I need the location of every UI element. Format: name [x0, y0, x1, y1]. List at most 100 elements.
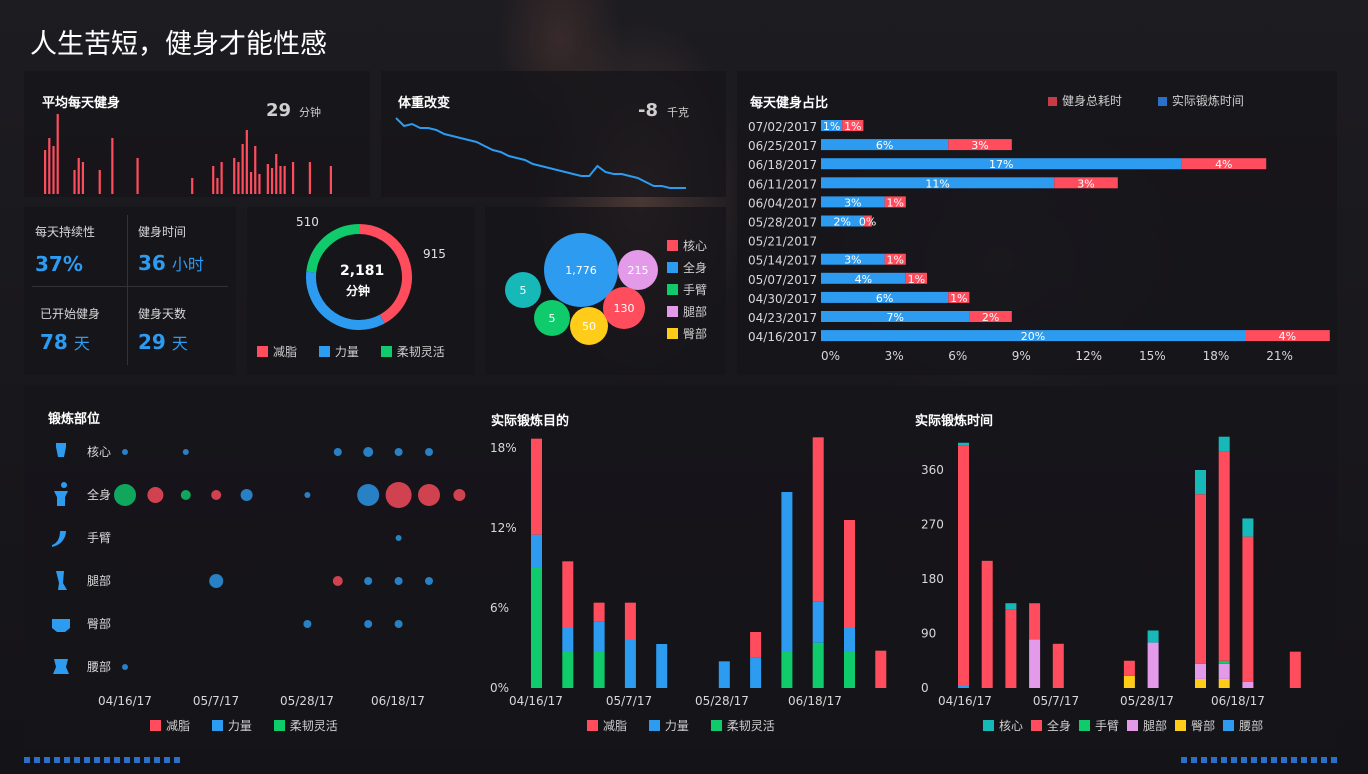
weight-panel [381, 71, 726, 197]
ratio-date-label: 05/14/2017 [748, 254, 817, 268]
bottom-panel [24, 386, 1337, 750]
part-dot [425, 448, 433, 456]
time-bar-leg [1029, 639, 1041, 688]
ratio-bar-actual [821, 215, 864, 227]
ratio-bar-label: 1% [886, 254, 903, 267]
avg-daily-panel [24, 71, 370, 197]
legend-item-4[interactable]: 臀部 [1175, 719, 1215, 733]
legend-item-flex[interactable]: 柔韧灵活 [380, 345, 445, 359]
donut-label-right: 915 [423, 247, 446, 261]
bubble [570, 307, 608, 345]
ratio-bar-total [1245, 330, 1330, 342]
legend-item-2[interactable]: 手臂 [667, 281, 707, 303]
donut-slice [306, 271, 385, 330]
time-bar-core [958, 442, 969, 446]
time-bar-full [1242, 536, 1254, 682]
part-label: 手臂 [87, 531, 111, 545]
ratio-bar-label: 2% [833, 216, 850, 229]
purpose-bar-red [562, 561, 574, 628]
legend-item-flex[interactable]: 柔韧灵活 [710, 719, 775, 733]
ratio-bar-label: 4% [1279, 330, 1296, 343]
ratio-date-label: 05/07/2017 [748, 273, 817, 287]
ratio-bar-label: 1% [844, 120, 861, 133]
ratio-bar-actual [821, 196, 885, 208]
avg-bar [254, 146, 257, 194]
purpose-bar-blue [624, 640, 636, 688]
avg-bar [279, 166, 282, 194]
legend-item-fat[interactable]: 减脂 [587, 719, 627, 733]
time-bar-full [1218, 451, 1230, 661]
legend-item-total-time[interactable]: 健身总耗时 [1048, 94, 1122, 108]
legend-item-2[interactable]: 手臂 [1079, 719, 1119, 733]
stats-divider [127, 215, 128, 365]
legend-item-strength[interactable]: 力量 [318, 345, 359, 359]
arm-icon [52, 531, 66, 547]
ratio-xtick: 3% [885, 349, 904, 363]
time-bar-core [1147, 630, 1159, 643]
time-bar-hip [1123, 675, 1135, 688]
part-dot [425, 577, 433, 585]
avg-bar [220, 162, 223, 194]
avg-bar [216, 178, 219, 194]
avg-bar [237, 162, 240, 194]
legend-item-4[interactable]: 臀部 [667, 325, 707, 347]
donut-legend: 减脂 力量 柔韧灵活 [257, 343, 445, 360]
ratio-bar-actual [821, 311, 970, 322]
time-bar-full [1029, 603, 1041, 640]
bubble-label: 215 [628, 264, 649, 277]
legend-item-fat[interactable]: 减脂 [150, 719, 190, 733]
weight-line [395, 117, 686, 189]
ratio-bar-label: 11% [925, 177, 949, 190]
legend-item-actual-time[interactable]: 实际锻炼时间 [1157, 94, 1244, 108]
purpose-bar-green [562, 652, 574, 688]
legend-item-1[interactable]: 全身 [667, 259, 707, 281]
ratio-xtick: 15% [1139, 349, 1166, 363]
part-label: 腰部 [87, 659, 111, 674]
donut-center-unit: 分钟 [346, 284, 371, 298]
part-dot [332, 576, 343, 586]
purpose-title: 实际锻炼目的 [491, 414, 570, 429]
full-body-icon [54, 482, 68, 506]
time-bar-full [1289, 651, 1301, 688]
ratio-bar-actual [821, 158, 1182, 170]
purpose-xtick: 05/7/17 [606, 694, 652, 708]
ratio-xtick: 6% [948, 349, 967, 363]
legend-item-3[interactable]: 腿部 [1127, 719, 1167, 733]
time-bar-core [1218, 436, 1230, 452]
part-dot [122, 449, 128, 455]
legend-item-3[interactable]: 腿部 [667, 303, 707, 325]
legend-item-5[interactable]: 腰部 [1223, 719, 1263, 733]
legend-item-0[interactable]: 核心 [667, 237, 707, 259]
purpose-xtick: 06/18/17 [788, 694, 842, 708]
avg-bar [275, 154, 278, 194]
legend-item-1[interactable]: 全身 [1031, 719, 1071, 733]
daily-ratio-bar-chart: 07/02/2017 1% 1% 06/25/2017 6% 3% 06/18/2017 17… [748, 120, 1330, 363]
avg-bar [212, 166, 215, 194]
ratio-bar-actual [821, 177, 1055, 189]
legend-item-flex[interactable]: 柔韧灵活 [273, 719, 338, 733]
legend-item-fat[interactable]: 减脂 [257, 345, 297, 359]
ratio-bar-label: 4% [1215, 158, 1232, 171]
ratio-bar-total [905, 272, 927, 284]
purpose-bar-blue [844, 628, 855, 652]
weight-value: -8 [638, 100, 658, 121]
legend-item-strength[interactable]: 力量 [648, 719, 689, 733]
legend-item-0[interactable]: 核心 [983, 719, 1023, 733]
part-dot [209, 574, 224, 588]
time-bar-arm [1218, 660, 1230, 664]
ratio-date-label: 04/16/2017 [748, 330, 817, 344]
part-dot [211, 490, 222, 500]
legend-item-strength[interactable]: 力量 [211, 719, 252, 733]
stat-label-days: 健身天数 [138, 307, 187, 321]
time-bar-leg [1218, 663, 1230, 679]
ratio-date-label: 07/02/2017 [748, 120, 817, 134]
avg-bar [111, 138, 114, 194]
donut-center-value: 2,181 [340, 263, 385, 279]
avg-bar [56, 114, 59, 194]
avg-bar [233, 158, 236, 194]
purpose-ytick: 0% [490, 681, 509, 695]
part-dot [363, 447, 374, 457]
time-ytick: 180 [921, 572, 944, 586]
decor-dash-right [1181, 757, 1337, 763]
ratio-date-label: 06/11/2017 [748, 177, 817, 191]
